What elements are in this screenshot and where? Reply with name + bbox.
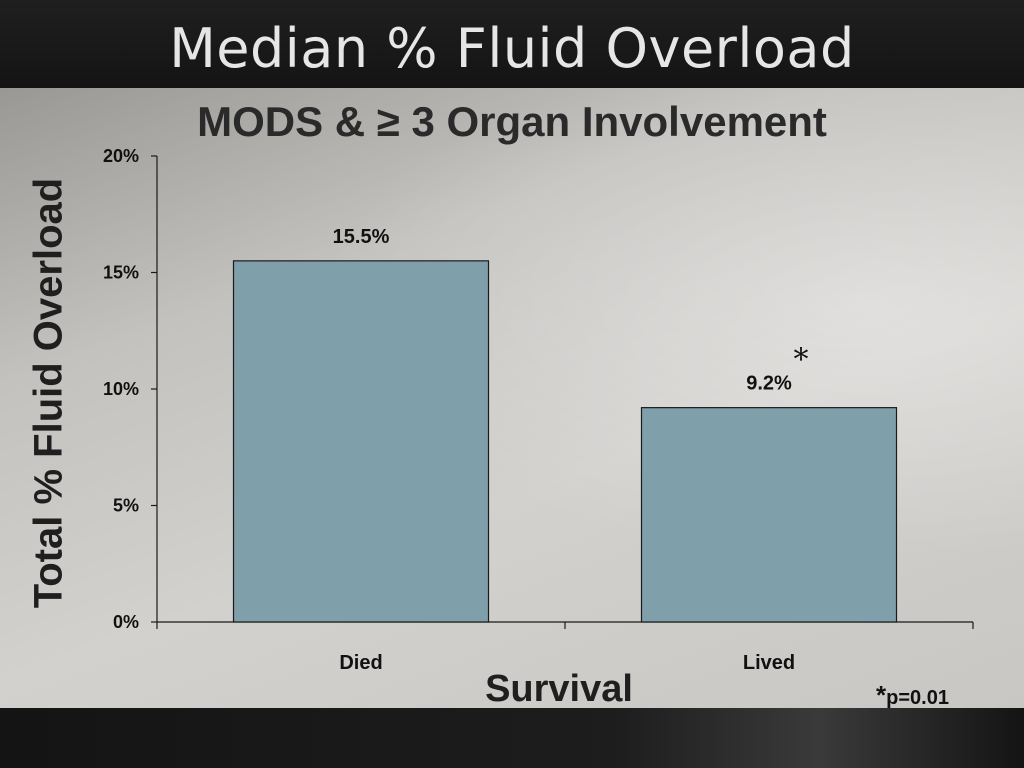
y-tick-label: 15% xyxy=(103,263,139,283)
x-tick-label: Lived xyxy=(743,652,795,674)
data-label: 15.5% xyxy=(333,226,390,248)
slide-title: Median % Fluid Overload xyxy=(169,17,855,80)
footer-bar xyxy=(0,708,1024,768)
y-tick-label: 20% xyxy=(103,146,139,166)
y-tick-label: 10% xyxy=(103,379,139,399)
bar-died xyxy=(232,260,490,623)
significance-marker: * xyxy=(794,343,809,378)
y-tick-label: 5% xyxy=(113,496,139,516)
title-bar xyxy=(0,0,1024,88)
bar-lived xyxy=(640,407,898,623)
footnote-marker: * xyxy=(876,680,887,710)
footnote: *p=0.01 xyxy=(876,680,949,711)
x-tick-label: Died xyxy=(339,652,382,674)
chart-title: MODS & ≥ 3 Organ Involvement xyxy=(197,98,827,145)
data-label: 9.2% xyxy=(746,373,792,395)
x-axis-label-wrap: Survival xyxy=(0,668,1024,711)
y-tick-label: 0% xyxy=(113,612,139,632)
footnote-text: p=0.01 xyxy=(886,687,949,709)
x-axis-label: Survival xyxy=(485,668,633,710)
